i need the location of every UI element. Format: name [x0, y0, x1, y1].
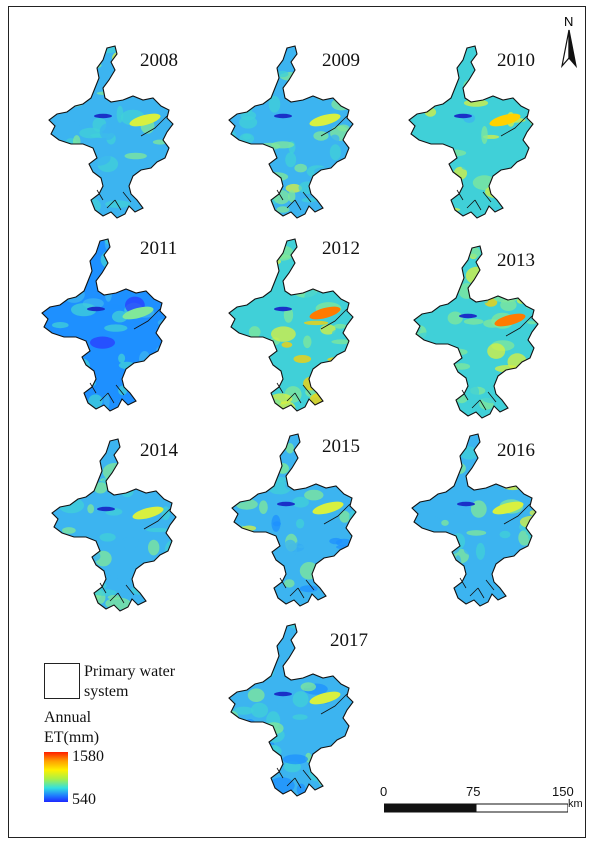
north-arrow: N: [555, 14, 587, 74]
year-label-2011: 2011: [140, 238, 178, 259]
colorbar-min-label: 540: [72, 791, 96, 808]
scale-tick-150: 150: [552, 784, 574, 799]
north-label: N: [564, 14, 574, 29]
north-arrow-icon: [560, 29, 578, 69]
scale-tick-0: 0: [380, 784, 388, 799]
et-map-2016: [411, 433, 537, 607]
et-map-2013: [413, 245, 539, 419]
year-label-2014: 2014: [140, 440, 178, 461]
scale-unit: km: [568, 798, 583, 810]
et-map-2012: [228, 238, 354, 412]
primary-water-system-swatch: [44, 663, 80, 699]
year-label-2012: 2012: [322, 238, 360, 259]
year-label-2010: 2010: [497, 50, 535, 71]
legend-water-label-1: Primary water: [84, 663, 176, 680]
et-map-2017: [228, 623, 354, 797]
scale-bar: [384, 803, 568, 813]
et-map-2008: [48, 45, 174, 219]
colorbar-max-label: 1580: [72, 748, 104, 765]
year-label-2008: 2008: [140, 50, 178, 71]
et-colorbar: [44, 752, 68, 802]
legend-et-title-2: ET(mm): [44, 729, 100, 746]
year-label-2016: 2016: [497, 440, 535, 461]
scale-tick-75: 75: [466, 784, 481, 799]
et-map-2011: [41, 238, 167, 412]
et-map-2009: [228, 45, 354, 219]
year-label-2013: 2013: [497, 250, 535, 271]
et-map-2015: [231, 433, 357, 607]
legend-et-title-1: Annual: [44, 709, 92, 726]
year-label-2017: 2017: [330, 630, 368, 651]
year-label-2015: 2015: [322, 436, 360, 457]
et-map-2010: [408, 45, 534, 219]
et-map-2014: [51, 438, 177, 612]
year-label-2009: 2009: [322, 50, 360, 71]
legend-water-label-2: system: [84, 683, 129, 700]
